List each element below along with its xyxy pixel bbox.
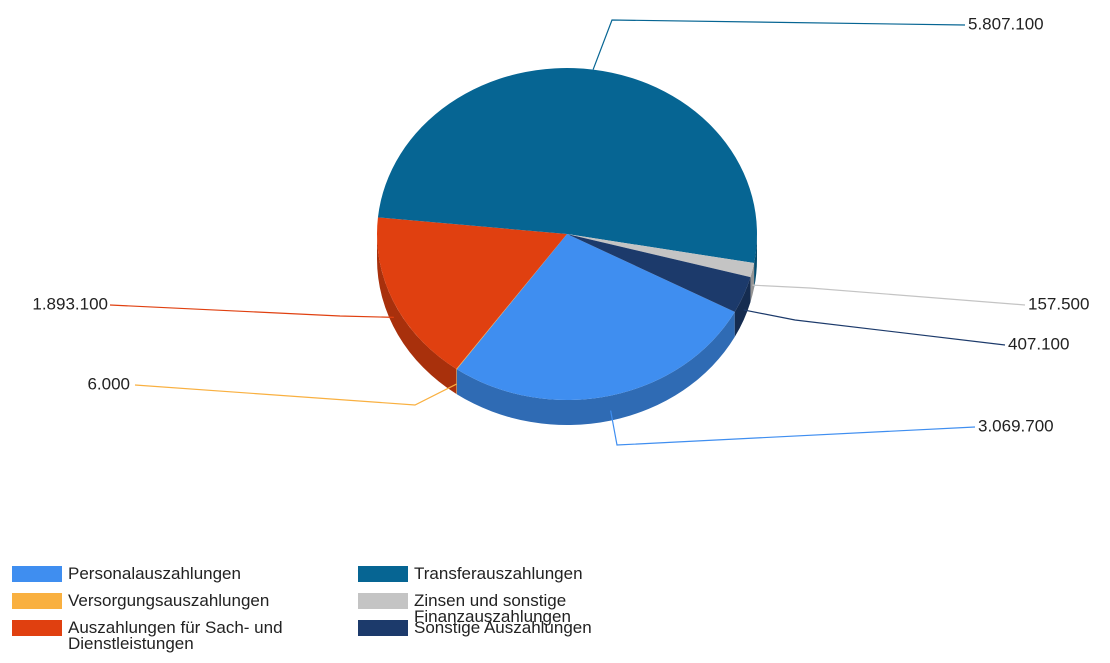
data-label: 1.893.100 xyxy=(32,294,108,313)
legend-swatch xyxy=(12,620,62,636)
legend-swatch xyxy=(358,566,408,582)
leader-line xyxy=(610,410,976,446)
legend-item: Versorgungsauszahlungen xyxy=(12,591,353,610)
legend-swatch xyxy=(358,620,408,636)
data-label: 5.807.100 xyxy=(968,14,1044,33)
slice xyxy=(567,234,755,278)
slice-side xyxy=(754,234,757,289)
slice-side xyxy=(456,368,457,395)
legend-item: Sonstige Auszahlungen xyxy=(358,618,699,637)
slice-side xyxy=(456,311,735,425)
slice xyxy=(567,234,751,312)
slice xyxy=(456,234,735,400)
legend-label: Zinsen und sonstige Finanzauszahlungen xyxy=(414,591,571,626)
slice-side xyxy=(734,277,751,337)
legend-item: Personalauszahlungen xyxy=(12,564,353,583)
legend-item: Zinsen und sonstige Finanzauszahlungen xyxy=(358,591,699,626)
data-label: 6.000 xyxy=(87,374,130,393)
leader-line xyxy=(752,284,1026,306)
legend-label: Auszahlungen für Sach- und Dienstleistun… xyxy=(68,618,283,653)
legend-label: Sonstige Auszahlungen xyxy=(414,618,592,637)
leader-line xyxy=(134,383,457,406)
legend-label: Transferauszahlungen xyxy=(414,564,583,583)
legend-swatch xyxy=(358,593,408,609)
legend-item: Auszahlungen für Sach- und Dienstleistun… xyxy=(12,618,353,653)
slice xyxy=(456,234,567,370)
legend-label: Versorgungsauszahlungen xyxy=(68,591,270,610)
data-label: 407.100 xyxy=(1008,334,1069,353)
data-label: 3.069.700 xyxy=(978,416,1054,435)
data-label: 157.500 xyxy=(1028,294,1089,313)
chart: 3.069.700 6.000 1.893.100 5.807.100 157.500 4… xyxy=(32,14,1089,446)
legend-item: Transferauszahlungen xyxy=(358,564,699,583)
legend-label: Personalauszahlungen xyxy=(68,564,241,583)
slice-side xyxy=(377,234,457,394)
legend-swatch xyxy=(12,593,62,609)
slice xyxy=(377,68,757,264)
slice-side xyxy=(750,263,755,303)
leader-line xyxy=(592,19,966,70)
slice xyxy=(377,217,567,369)
legend-swatch xyxy=(12,566,62,582)
leader-line xyxy=(743,309,1006,346)
leader-line xyxy=(109,304,394,318)
